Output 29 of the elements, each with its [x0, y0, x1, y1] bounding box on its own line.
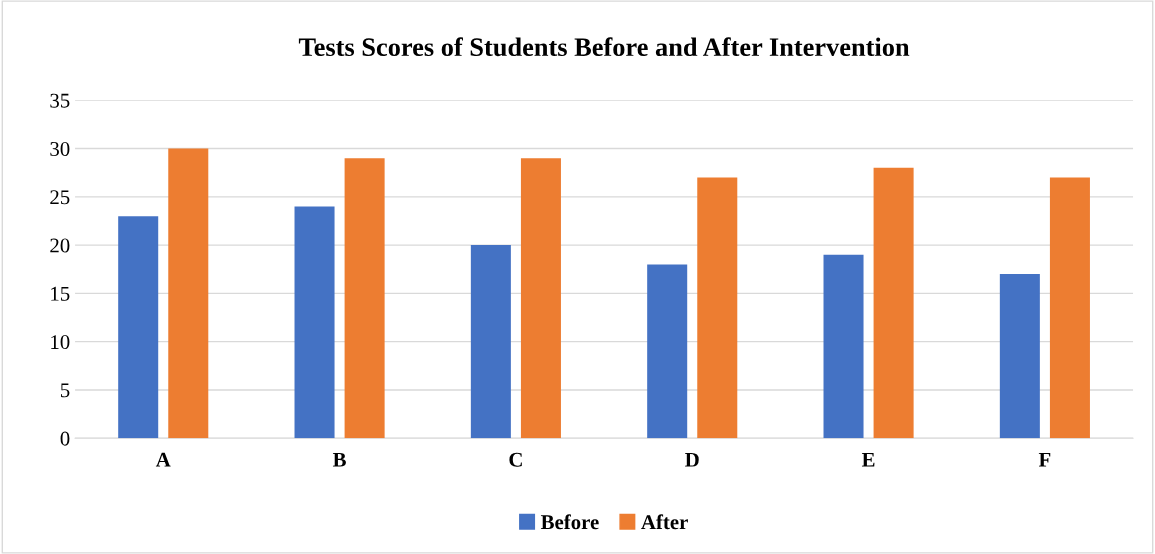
- bar: [520, 158, 561, 439]
- y-tick-label: 25: [50, 190, 70, 205]
- x-tick-label: C: [509, 452, 522, 467]
- x-tick-label: A: [155, 452, 171, 467]
- bar: [999, 274, 1040, 439]
- bar: [873, 167, 914, 439]
- y-tick-label: 10: [51, 335, 70, 350]
- y-tick-label: 5: [61, 383, 70, 398]
- bar: [470, 245, 511, 439]
- bar: [647, 264, 688, 439]
- x-tick-label: D: [685, 452, 699, 467]
- y-tick-label: 0: [60, 431, 70, 446]
- bar: [697, 177, 738, 439]
- x-tick-label: E: [861, 452, 875, 467]
- bar: [1049, 177, 1090, 439]
- legend-label: Before: [540, 514, 599, 530]
- bar: [344, 158, 385, 439]
- x-tick-label: F: [1038, 452, 1051, 467]
- bar: [823, 254, 864, 439]
- legend-label: After: [641, 514, 688, 530]
- y-tick-label: 20: [50, 238, 70, 253]
- x-tick-label: B: [332, 452, 346, 467]
- y-tick-label: 15: [51, 286, 70, 301]
- chart-title: Tests Scores of Students Before and After Intervention: [298, 37, 910, 57]
- y-tick-label: 35: [50, 93, 70, 108]
- y-tick-label: 30: [50, 141, 70, 156]
- bar: [294, 206, 335, 439]
- bar: [118, 216, 159, 439]
- bar: [168, 148, 209, 439]
